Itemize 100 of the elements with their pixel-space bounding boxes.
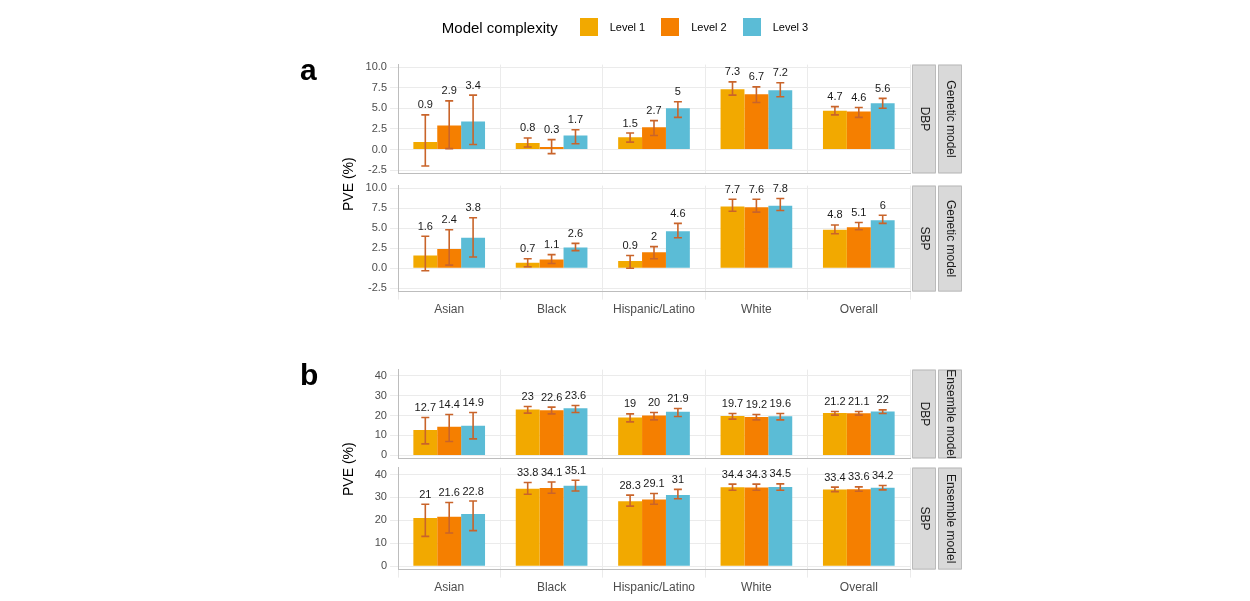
data-label: 1.1: [543, 238, 560, 251]
chart-title: b: [300, 358, 319, 392]
text: DBP: [917, 401, 932, 427]
y-axis-title: PVE (%): [340, 442, 356, 496]
data-label: 12.7: [414, 401, 437, 414]
y-tick-label: -2.5: [368, 163, 387, 176]
data-label: 4.7: [827, 90, 843, 103]
data-label: 2.6: [567, 226, 584, 239]
y-tick-label: 0: [380, 559, 387, 572]
x-tick-label: Black: [536, 580, 568, 595]
data-label: 1.6: [417, 219, 433, 232]
data-label: 23: [521, 390, 534, 403]
data-label: 19: [623, 397, 637, 410]
data-label: 0.7: [520, 242, 536, 255]
y-tick-label: 20: [374, 513, 387, 526]
data-label: 21.6: [438, 485, 460, 498]
data-label: 34.1: [540, 465, 563, 478]
data-label: 3.4: [465, 78, 481, 91]
data-label: 7.2: [772, 66, 788, 79]
y-tick-label: 7.5: [371, 80, 387, 93]
data-label: 33.4: [824, 470, 846, 483]
data-label: 0.3: [543, 123, 560, 136]
chart-title: a: [300, 53, 317, 87]
legend-title: Model complexity: [441, 18, 558, 36]
data-label: 21.2: [824, 395, 846, 408]
data-label: 19.7: [721, 397, 744, 410]
y-tick-label: 5.0: [371, 221, 387, 234]
text: Genetic model: [943, 80, 958, 158]
data-label: 21.9: [667, 392, 689, 405]
data-label: 5.6: [875, 81, 891, 94]
legend-label: Level 1: [609, 21, 646, 33]
data-label: 33.8: [517, 466, 539, 479]
x-tick-label: White: [741, 302, 773, 317]
y-tick-label: 2.5: [371, 241, 387, 254]
data-label: 1.7: [567, 113, 584, 126]
y-tick-label: -2.5: [368, 281, 387, 294]
data-label: 0.8: [520, 121, 536, 134]
y-tick-label: 30: [374, 388, 387, 401]
data-label: 35.1: [564, 463, 587, 476]
data-label: 7.7: [724, 182, 741, 195]
data-label: 28.3: [619, 478, 641, 491]
data-label: 3.8: [465, 201, 481, 214]
y-tick-label: 40: [374, 368, 387, 381]
data-label: 2: [650, 230, 658, 243]
data-label: 34.4: [721, 467, 744, 480]
data-label: 4.6: [851, 90, 867, 103]
data-label: 1.5: [622, 116, 638, 129]
x-tick-label: Black: [536, 302, 568, 317]
data-label: 31: [671, 472, 685, 485]
text: Genetic model: [943, 199, 958, 278]
data-label: 6.7: [748, 70, 765, 83]
data-label: 4.6: [670, 206, 686, 219]
data-label: 19.2: [745, 398, 768, 411]
data-label: 5.1: [851, 206, 867, 219]
data-label: 0.9: [622, 238, 638, 251]
x-tick-label: Asian: [434, 580, 465, 595]
y-tick-label: 5.0: [371, 101, 387, 114]
x-tick-label: Hispanic/Latino: [612, 302, 696, 317]
data-label: 7.8: [772, 181, 788, 194]
y-tick-label: 30: [374, 490, 387, 503]
y-tick-label: 10: [374, 536, 387, 549]
data-label: 4.8: [827, 208, 843, 221]
y-tick-label: 2.5: [371, 121, 387, 134]
y-tick-label: 10: [374, 428, 387, 441]
data-label: 34.2: [871, 469, 894, 482]
data-label: 7.6: [748, 182, 765, 195]
x-tick-label: Overall: [839, 580, 878, 595]
y-tick-label: 20: [374, 408, 387, 421]
data-label: 2.9: [441, 84, 457, 97]
x-tick-label: White: [741, 580, 773, 595]
data-label: 33.6: [848, 470, 870, 483]
legend-label: Level 2: [691, 21, 727, 33]
text: SBP: [917, 226, 932, 251]
data-label: 21: [419, 487, 432, 500]
data-label: 0.9: [417, 98, 433, 111]
y-axis-title: PVE (%): [340, 157, 356, 211]
data-label: 22.8: [462, 484, 484, 497]
data-label: 20: [647, 396, 661, 409]
x-tick-label: Overall: [839, 302, 878, 317]
y-tick-label: 0: [380, 448, 387, 461]
text: Ensemble model: [943, 473, 958, 564]
data-label: 34.5: [769, 467, 791, 480]
data-label: 29.1: [643, 477, 665, 490]
data-label: 21.1: [848, 395, 870, 408]
y-tick-label: 10.0: [365, 60, 387, 73]
data-label: 23.6: [564, 389, 587, 402]
data-label: 22.6: [540, 390, 563, 403]
data-label: 6: [879, 198, 886, 211]
data-label: 14.9: [462, 396, 484, 409]
data-label: 19.6: [769, 397, 791, 410]
y-tick-label: 40: [374, 467, 387, 480]
data-label: 34.3: [745, 467, 768, 480]
text: DBP: [917, 106, 932, 132]
data-label: 2.4: [441, 213, 457, 226]
legend-label: Level 3: [772, 21, 809, 33]
x-tick-label: Asian: [434, 302, 465, 317]
data-label: 22: [876, 393, 889, 406]
y-tick-label: 7.5: [371, 201, 387, 214]
data-label: 5: [674, 85, 681, 98]
text: Ensemble model: [943, 369, 958, 459]
